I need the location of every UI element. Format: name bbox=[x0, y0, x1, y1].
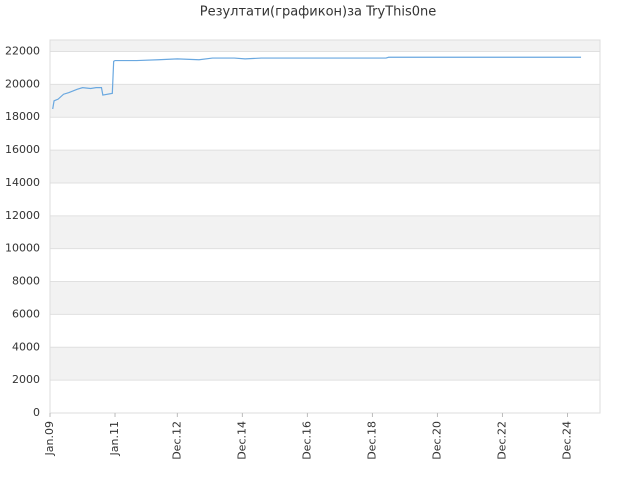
x-tick-label: Dec.16 bbox=[300, 421, 313, 460]
y-tick-label: 20000 bbox=[5, 77, 40, 90]
y-tick-label: 4000 bbox=[12, 340, 40, 353]
grid-band bbox=[50, 40, 600, 52]
x-tick-label: Dec.22 bbox=[495, 421, 508, 460]
x-tick-label: Dec.12 bbox=[170, 421, 183, 460]
grid-band bbox=[50, 347, 600, 381]
x-tick-label: Dec.14 bbox=[235, 421, 248, 460]
x-tick-label: Jan.09 bbox=[43, 421, 56, 456]
y-tick-label: 16000 bbox=[5, 143, 40, 156]
y-tick-label: 0 bbox=[33, 406, 40, 419]
y-tick-label: 10000 bbox=[5, 242, 40, 255]
data-line bbox=[52, 56, 582, 110]
y-tick-label: 22000 bbox=[5, 45, 40, 58]
y-tick-label: 18000 bbox=[5, 110, 40, 123]
grid-band bbox=[50, 84, 600, 118]
x-tick-label: Dec.18 bbox=[365, 421, 378, 460]
grid-band bbox=[50, 150, 600, 183]
y-tick-label: 2000 bbox=[12, 373, 40, 386]
grid-band bbox=[50, 215, 600, 249]
x-tick-label: Jan.11 bbox=[108, 421, 121, 456]
y-tick-label: 6000 bbox=[12, 307, 40, 320]
y-tick-label: 8000 bbox=[12, 275, 40, 288]
x-tick-label: Dec.20 bbox=[430, 421, 443, 460]
chart-title: Резултати(графикон)за TryThis0ne bbox=[200, 5, 437, 20]
y-tick-label: 14000 bbox=[5, 176, 40, 189]
x-tick-label: Dec.24 bbox=[560, 421, 573, 460]
plot-border bbox=[49, 39, 601, 414]
y-tick-label: 12000 bbox=[5, 209, 40, 222]
grid-band bbox=[50, 281, 600, 315]
